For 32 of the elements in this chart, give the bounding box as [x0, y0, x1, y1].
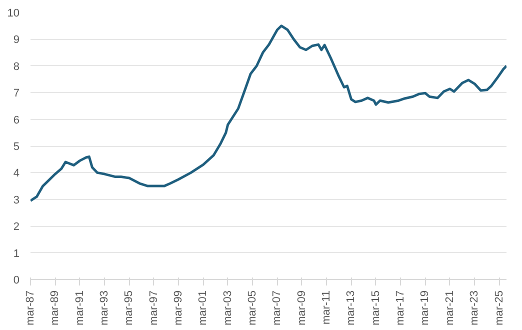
y-tick-label: 10 [7, 8, 20, 20]
x-tick-label: mar-07 [271, 290, 284, 326]
x-tick-label: mar-19 [419, 290, 432, 326]
y-tick-label: 2 [13, 221, 20, 234]
x-tick-label: mar-91 [74, 290, 86, 326]
x-tick-label: mar-23 [468, 290, 481, 326]
x-tick-label: mar-25 [493, 290, 506, 326]
x-tick-label: mar-01 [197, 290, 210, 326]
x-tick-label: mar-99 [172, 290, 185, 326]
x-tick-label: mar-95 [123, 290, 136, 326]
x-tick-label: mar-05 [246, 290, 259, 326]
y-tick-label: 4 [13, 168, 20, 180]
x-tick-label: mar-13 [345, 290, 358, 326]
y-tick-label: 9 [13, 34, 20, 46]
y-tick-label: 3 [13, 194, 20, 206]
x-tick-label: mar-03 [222, 290, 234, 326]
x-tick-label: mar-97 [148, 290, 160, 326]
y-tick-label: 1 [13, 248, 20, 260]
y-tick-label: 6 [13, 114, 20, 126]
x-tick-label: mar-93 [98, 290, 111, 326]
line-series [30, 24, 506, 202]
x-tick-label: mar-87 [24, 290, 36, 326]
x-tick-label: mar-89 [49, 290, 62, 326]
y-tick-label: 8 [13, 60, 20, 73]
y-tick-label: 7 [13, 88, 20, 100]
x-tick-label: mar-15 [370, 290, 382, 326]
x-tick-label: mar-17 [394, 290, 407, 326]
x-tick-label: mar-21 [444, 290, 456, 326]
y-tick-label: 5 [13, 141, 20, 153]
y-tick-label: 0 [13, 274, 20, 286]
x-tick-label: mar-09 [296, 290, 308, 326]
x-tick-label: mar-11 [320, 290, 333, 325]
